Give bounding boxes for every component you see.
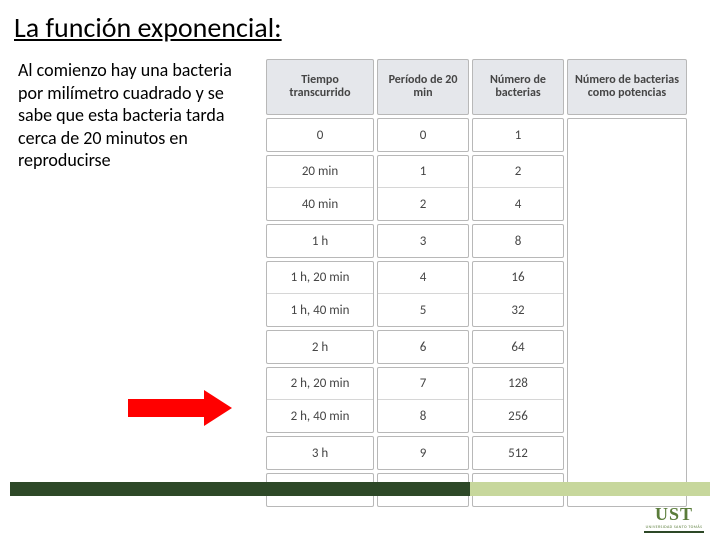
table-cell: 20 min	[267, 156, 373, 188]
cell-group: 20 min40 min	[266, 155, 374, 221]
table-cell: 0	[378, 119, 468, 151]
cell-group: 9	[377, 436, 469, 470]
data-table: Tiempo transcurrido 020 min40 min1 h1 h,…	[266, 59, 710, 507]
cell-group: 3 h	[266, 436, 374, 470]
table-cell: 1 h	[267, 225, 373, 257]
table-cell: 40 min	[267, 188, 373, 220]
table-cell: 4	[473, 188, 563, 220]
cell-group: 45	[377, 261, 469, 327]
table-cell: 3 h	[267, 437, 373, 469]
col-header: Número de bacterias	[472, 59, 564, 115]
table-cell: 64	[473, 331, 563, 363]
table-cell: 512	[473, 437, 563, 469]
table-cell: 32	[473, 294, 563, 326]
column-numero: Número de bacterias 1 24 8 1632 64 128256 512 1…	[472, 59, 564, 507]
cell-group: 2 h, 20 min2 h, 40 min	[266, 367, 374, 433]
col-header: Número de bacterias como potencias	[567, 59, 687, 115]
cell-group: 3	[377, 224, 469, 258]
cell-group: 12	[377, 155, 469, 221]
logo-subtext: UNIVERSIDAD SANTO TOMÁS	[644, 525, 704, 530]
cell-group: 1632	[472, 261, 564, 327]
table-cell: 2	[378, 188, 468, 220]
empty-cell	[567, 118, 687, 507]
table-cell: 3	[378, 225, 468, 257]
cell-group: 512	[472, 436, 564, 470]
cell-group: 6	[377, 330, 469, 364]
cell-group: 8	[472, 224, 564, 258]
table-cell: 7	[378, 368, 468, 400]
table-cell: 1	[378, 156, 468, 188]
cell-group: 24	[472, 155, 564, 221]
column-potencias: Número de bacterias como potencias	[567, 59, 687, 507]
col-header: Período de 20 min	[377, 59, 469, 115]
logo-text: UST	[644, 504, 704, 525]
cell-group: 64	[472, 330, 564, 364]
table-cell: 128	[473, 368, 563, 400]
table-cell: 2 h, 40 min	[267, 400, 373, 432]
footer-bar	[10, 482, 710, 496]
cell-group: 1 h, 20 min1 h, 40 min	[266, 261, 374, 327]
table-cell: 2 h	[267, 331, 373, 363]
cell-group: 2 h	[266, 330, 374, 364]
table-cell: 256	[473, 400, 563, 432]
table-cell: 9	[378, 437, 468, 469]
table-cell: 1 h, 20 min	[267, 262, 373, 294]
col-header: Tiempo transcurrido	[266, 59, 374, 115]
table-cell: 2 h, 20 min	[267, 368, 373, 400]
description-text: Al comienzo hay una bacteria por milímet…	[18, 59, 258, 507]
table-cell: 5	[378, 294, 468, 326]
arrow-indicator	[128, 390, 238, 426]
table-cell: 8	[473, 225, 563, 257]
column-periodo: Período de 20 min 012345678910	[377, 59, 469, 507]
cell-group: 0	[377, 118, 469, 152]
table-cell: 8	[378, 400, 468, 432]
table-cell: 16	[473, 262, 563, 294]
page-title: La función exponencial:	[0, 0, 720, 45]
content-area: Al comienzo hay una bacteria por milímet…	[0, 45, 720, 507]
table-cell: 4	[378, 262, 468, 294]
cell-group: 0	[266, 118, 374, 152]
table-cell: 0	[267, 119, 373, 151]
cell-group: 1	[472, 118, 564, 152]
column-tiempo: Tiempo transcurrido 0 20 min40 min 1 h 1 h,…	[266, 59, 374, 507]
cell-group: 128256	[472, 367, 564, 433]
cell-group: 78	[377, 367, 469, 433]
table-cell: 1	[473, 119, 563, 151]
table-cell: 2	[473, 156, 563, 188]
ust-logo: UST UNIVERSIDAD SANTO TOMÁS	[644, 504, 704, 534]
table-cell: 6	[378, 331, 468, 363]
cell-group: 1 h	[266, 224, 374, 258]
table-cell: 1 h, 40 min	[267, 294, 373, 326]
